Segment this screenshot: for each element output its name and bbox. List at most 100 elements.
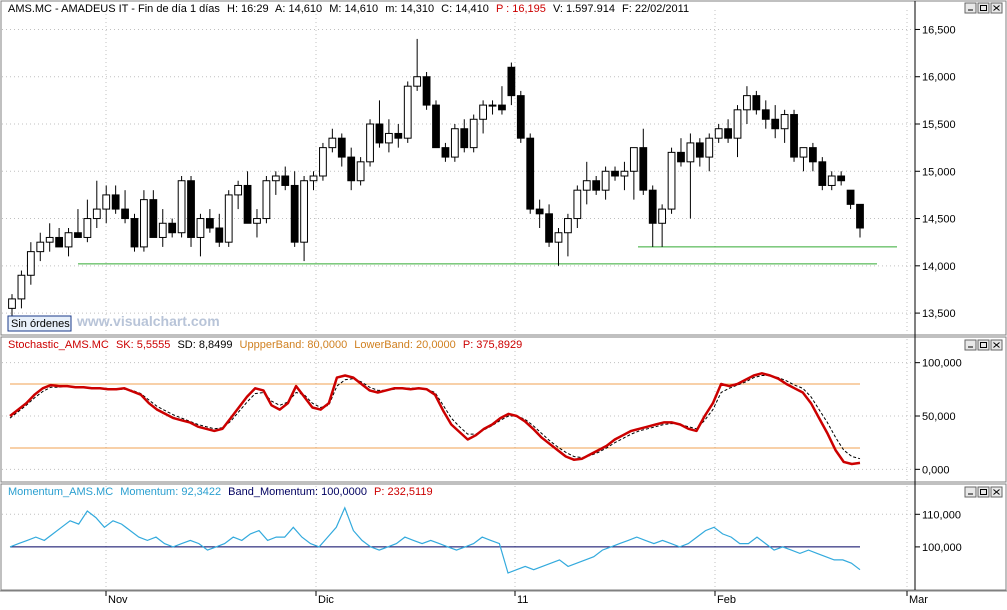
candle xyxy=(319,142,327,181)
candle-body xyxy=(253,218,261,224)
candle-body xyxy=(601,170,610,191)
mom-y-tick: 100,000 xyxy=(922,542,962,554)
price-maximize-button[interactable] xyxy=(977,2,990,14)
header-open: A: 14,610 xyxy=(275,3,322,15)
support-lines xyxy=(78,246,897,265)
candle-body xyxy=(8,298,16,309)
orders-button-label[interactable]: Sin órdenes xyxy=(11,318,70,330)
candle xyxy=(667,147,676,214)
orders-button[interactable]: Sin órdenes xyxy=(7,315,72,332)
candle xyxy=(375,100,384,148)
candle xyxy=(639,128,648,195)
header-time: H: 16:29 xyxy=(227,3,269,15)
candle-body xyxy=(121,208,129,220)
candle xyxy=(808,142,817,172)
mom-panel-controls xyxy=(964,486,1003,498)
header-low: m: 14,310 xyxy=(385,3,434,15)
candle-body xyxy=(611,170,619,177)
stoch-y-tick: 50,000 xyxy=(922,411,956,423)
candle-body xyxy=(168,222,177,234)
candle-body xyxy=(384,132,393,144)
candle-body xyxy=(564,218,572,234)
candle-body xyxy=(592,180,601,191)
candle xyxy=(8,294,16,318)
price-y-tick: 14,000 xyxy=(922,261,956,273)
candle-body xyxy=(488,104,497,107)
watermark: www.visualchart.com xyxy=(76,313,220,329)
stochastic-sd-line xyxy=(9,375,861,460)
stoch-close-button[interactable] xyxy=(990,339,1003,351)
price-minimize-button[interactable] xyxy=(964,2,977,14)
mom-minimize-button[interactable] xyxy=(964,486,977,498)
mom-y-tick: 110,000 xyxy=(922,509,961,521)
candle xyxy=(582,161,591,205)
candle-body xyxy=(629,147,638,172)
x-tick-label: Nov xyxy=(108,594,128,605)
candle-body xyxy=(743,95,751,111)
candle-body xyxy=(337,137,346,158)
x-tick-label: Feb xyxy=(717,594,736,605)
candle xyxy=(601,166,610,200)
candle xyxy=(234,180,243,210)
candle-body xyxy=(705,137,714,158)
candle xyxy=(677,138,685,167)
candle-body xyxy=(17,274,26,300)
candle xyxy=(168,218,177,238)
candle-body xyxy=(92,208,101,220)
candle-body xyxy=(535,208,544,215)
candle-body xyxy=(149,199,158,238)
momentum-panel-frame xyxy=(0,483,1007,591)
price-header: AMS.MC - AMADEUS IT - Fin de día 1 días … xyxy=(8,3,689,15)
candle-body xyxy=(827,175,836,186)
candle xyxy=(780,109,789,143)
candle-body xyxy=(582,180,591,191)
stoch-sd: SD: 8,8499 xyxy=(177,339,232,351)
candle-body xyxy=(856,203,864,229)
header-volume: V: 1.597.914 xyxy=(553,3,615,15)
candle-body xyxy=(224,194,233,243)
candle-body xyxy=(158,222,167,238)
candle xyxy=(253,209,261,238)
candle xyxy=(846,189,855,210)
candle xyxy=(309,171,318,191)
candle-body xyxy=(771,118,780,130)
candle-body xyxy=(356,161,365,182)
candle-body xyxy=(290,184,299,243)
candle xyxy=(705,133,714,172)
candle-body xyxy=(516,95,525,139)
candle-body xyxy=(620,170,629,177)
candle xyxy=(17,270,26,309)
candle xyxy=(384,119,393,153)
candlestick-series xyxy=(8,38,864,318)
candle xyxy=(460,119,469,153)
price-close-button[interactable] xyxy=(990,2,1003,14)
stoch-upper: UppperBand: 80,0000 xyxy=(240,339,348,351)
candle xyxy=(158,209,167,247)
stoch-maximize-button[interactable] xyxy=(977,339,990,351)
candle-body xyxy=(413,76,422,87)
candle xyxy=(432,100,440,149)
candle-body xyxy=(441,147,450,158)
candle xyxy=(658,204,667,247)
stoch-minimize-button[interactable] xyxy=(964,339,977,351)
header-symbol: AMS.MC xyxy=(8,3,52,15)
candle-body xyxy=(733,109,742,139)
candle xyxy=(790,109,798,162)
candle xyxy=(488,100,497,115)
candle xyxy=(356,157,365,186)
x-tick-labels: Nov Dic 11 Feb Mar xyxy=(105,591,928,606)
momentum-line xyxy=(9,506,861,574)
candle xyxy=(752,90,761,115)
candle xyxy=(83,199,92,243)
mom-maximize-button[interactable] xyxy=(977,486,990,498)
candle-body xyxy=(64,232,73,248)
mom-name: Momentum_AMS.MC xyxy=(8,486,113,498)
candle xyxy=(733,105,742,158)
candle-body xyxy=(658,208,667,224)
mom-close-button[interactable] xyxy=(990,486,1003,498)
orders-button-frame[interactable] xyxy=(7,315,72,332)
candle xyxy=(441,142,450,162)
candle-body xyxy=(300,180,308,243)
